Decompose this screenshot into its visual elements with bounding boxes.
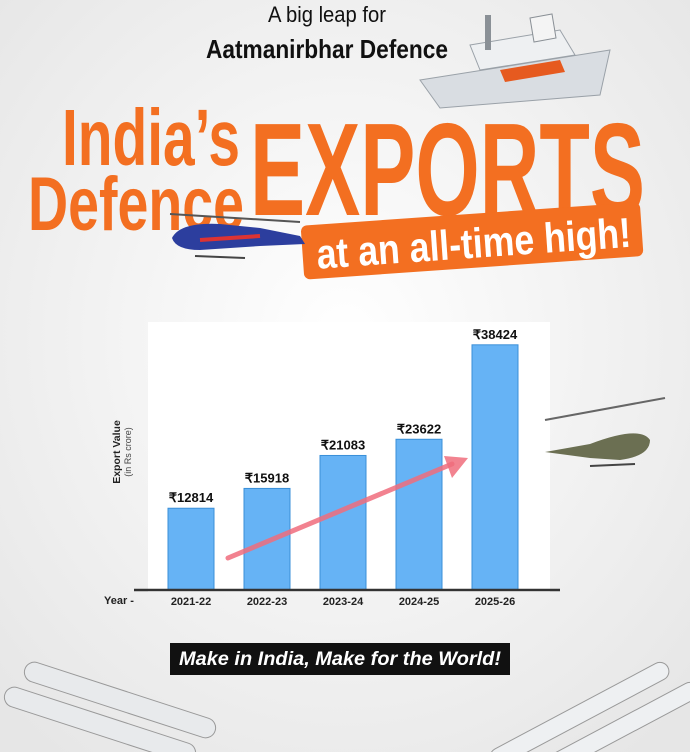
x-tick-label: 2022-23 [247, 596, 287, 608]
tagline: Make in India, Make for the World! [179, 649, 501, 670]
bar [471, 344, 519, 591]
x-tick-label: 2021-22 [171, 596, 211, 608]
y-axis-sublabel: (in Rs crore) [123, 427, 133, 477]
value-label: ₹23622 [397, 421, 441, 436]
bar [167, 507, 215, 591]
value-label: ₹21083 [321, 437, 365, 452]
missile-illustration [3, 661, 690, 752]
banner-box [300, 202, 644, 280]
subtitle: Aatmanirbhar Defence [206, 34, 448, 64]
plot: 2021-22 ₹12814 2022-23 ₹15918 2023-24 ₹21083 2… [167, 327, 519, 608]
value-label: ₹15918 [245, 470, 289, 485]
value-label: ₹12814 [169, 490, 214, 505]
ship-illustration [419, 13, 611, 109]
x-tick-label: 2025-26 [475, 596, 515, 608]
trend-arrow [225, 456, 468, 561]
y-axis-label: Export Value [111, 420, 123, 484]
footer-box [170, 643, 510, 675]
title-line: India’s [62, 93, 240, 182]
kicker: A big leap for [268, 2, 386, 27]
bar [319, 454, 367, 591]
x-tick-label: 2024-25 [399, 596, 439, 608]
helicopter-illustration [169, 213, 305, 259]
x-axis-label: Year - [104, 595, 134, 607]
value-label: ₹38424 [473, 327, 518, 342]
bar [395, 438, 443, 591]
helicopter-illustration [544, 397, 666, 467]
x-tick-label: 2023-24 [323, 596, 364, 608]
